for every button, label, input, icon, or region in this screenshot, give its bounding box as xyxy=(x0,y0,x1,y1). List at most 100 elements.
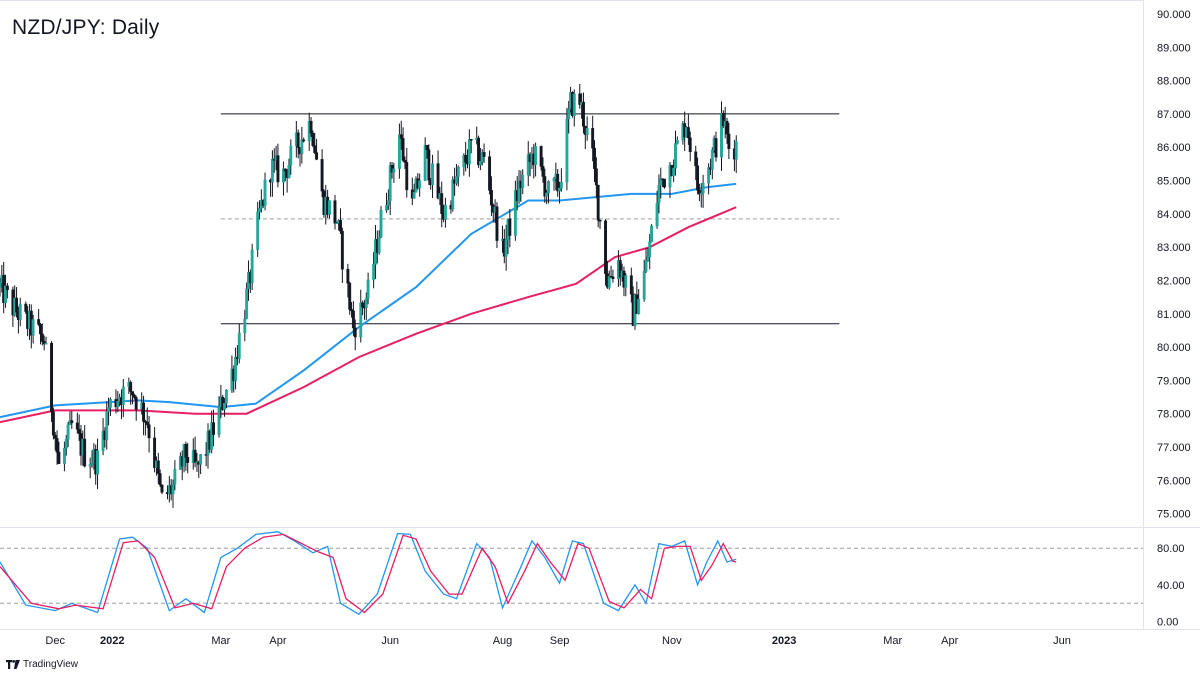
candle-body[interactable] xyxy=(558,187,561,192)
candle-body[interactable] xyxy=(591,128,595,149)
candle-body[interactable] xyxy=(107,407,111,412)
candle-body[interactable] xyxy=(210,422,214,450)
candle-body[interactable] xyxy=(142,402,146,422)
candle-body[interactable] xyxy=(283,168,287,172)
candle-body[interactable] xyxy=(131,391,134,396)
candle-body[interactable] xyxy=(44,342,48,345)
candle-body[interactable] xyxy=(53,434,57,439)
candle-body[interactable] xyxy=(488,156,492,191)
candle-body[interactable] xyxy=(655,203,659,227)
candle-body[interactable] xyxy=(296,132,300,148)
candle-body[interactable] xyxy=(637,298,641,314)
candle-body[interactable] xyxy=(300,139,304,155)
candle-body[interactable] xyxy=(582,101,585,127)
candle-body[interactable] xyxy=(77,429,81,434)
candle-body[interactable] xyxy=(517,180,521,202)
candle-body[interactable] xyxy=(64,439,68,449)
candle-body[interactable] xyxy=(31,319,35,336)
candle-body[interactable] xyxy=(116,401,120,408)
candle-body[interactable] xyxy=(4,285,7,303)
candle-body[interactable] xyxy=(725,121,729,135)
candle-body[interactable] xyxy=(644,261,648,272)
axes[interactable]: 90.000 89.000 88.000 87.000 86.000 85.000 84.0… xyxy=(45,9,1190,647)
candle-body[interactable] xyxy=(24,303,28,312)
candle-body[interactable] xyxy=(403,160,407,163)
candle-body[interactable] xyxy=(618,260,622,278)
candle-body[interactable] xyxy=(108,399,112,408)
candle-body[interactable] xyxy=(572,93,576,116)
candle-body[interactable] xyxy=(662,178,666,188)
candle-body[interactable] xyxy=(361,302,365,308)
candle-body[interactable] xyxy=(62,448,66,464)
candle-body[interactable] xyxy=(184,443,188,458)
candle-body[interactable] xyxy=(504,239,508,257)
candle-body[interactable] xyxy=(70,420,74,424)
candle-body[interactable] xyxy=(392,168,396,173)
candle-body[interactable] xyxy=(340,230,344,270)
support-resistance-levels[interactable] xyxy=(220,113,840,325)
candle-body[interactable] xyxy=(696,165,700,191)
candle-body[interactable] xyxy=(675,139,679,144)
candle-body[interactable] xyxy=(258,208,261,213)
candle-body[interactable] xyxy=(132,394,136,398)
candle-body[interactable] xyxy=(451,179,455,210)
candle-body[interactable] xyxy=(710,149,714,170)
candle-body[interactable] xyxy=(309,120,313,134)
candle-body[interactable] xyxy=(604,220,608,274)
candle-body[interactable] xyxy=(552,178,556,182)
candle-body[interactable] xyxy=(372,264,376,281)
candle-body[interactable] xyxy=(313,145,317,153)
candle-body[interactable] xyxy=(289,145,293,166)
candle-body[interactable] xyxy=(456,166,460,177)
candle-body[interactable] xyxy=(173,469,177,485)
candle-body[interactable] xyxy=(270,158,274,183)
candle-body[interactable] xyxy=(659,178,663,186)
candle-body[interactable] xyxy=(720,113,723,158)
candle-body[interactable] xyxy=(559,181,563,189)
candle-body[interactable] xyxy=(489,190,493,206)
candle-body[interactable] xyxy=(217,406,221,435)
candle-body[interactable] xyxy=(359,302,363,338)
candle-body[interactable] xyxy=(263,179,267,206)
candle-body[interactable] xyxy=(399,134,403,139)
candle-body[interactable] xyxy=(55,438,59,453)
candle-body[interactable] xyxy=(388,165,392,201)
candle-body[interactable] xyxy=(593,147,596,169)
candle-body[interactable] xyxy=(145,421,149,425)
candle-body[interactable] xyxy=(287,165,291,178)
candle-body[interactable] xyxy=(440,193,444,214)
candle-body[interactable] xyxy=(147,424,151,439)
candle-body[interactable] xyxy=(224,389,228,404)
candle-body[interactable] xyxy=(328,200,331,215)
candle-body[interactable] xyxy=(565,118,569,183)
candle-body[interactable] xyxy=(311,132,315,146)
candle-body[interactable] xyxy=(427,149,431,181)
candle-body[interactable] xyxy=(534,146,538,166)
candle-body[interactable] xyxy=(18,303,22,321)
candle-body[interactable] xyxy=(594,168,598,186)
candle-body[interactable] xyxy=(199,454,203,465)
candle-body[interactable] xyxy=(346,268,350,284)
candle-body[interactable] xyxy=(714,138,718,158)
candle-body[interactable] xyxy=(351,310,355,329)
candle-body[interactable] xyxy=(386,200,390,206)
candle-body[interactable] xyxy=(436,163,440,199)
candle-body[interactable] xyxy=(66,424,70,440)
candle-body[interactable] xyxy=(90,462,94,465)
candle-body[interactable] xyxy=(567,108,571,120)
candle-body[interactable] xyxy=(596,184,600,221)
candle-body[interactable] xyxy=(335,222,339,224)
candle-body[interactable] xyxy=(657,184,661,204)
candle-body[interactable] xyxy=(405,162,409,191)
candle-body[interactable] xyxy=(469,139,473,141)
candle-body[interactable] xyxy=(688,137,692,153)
candle-body[interactable] xyxy=(539,146,543,167)
candle-body[interactable] xyxy=(607,276,611,288)
candle-body[interactable] xyxy=(5,285,9,291)
candle-body[interactable] xyxy=(541,166,545,177)
candle-body[interactable] xyxy=(467,139,471,165)
candle-body[interactable] xyxy=(697,190,701,195)
candle-body[interactable] xyxy=(134,397,138,410)
candle-body[interactable] xyxy=(477,137,481,166)
